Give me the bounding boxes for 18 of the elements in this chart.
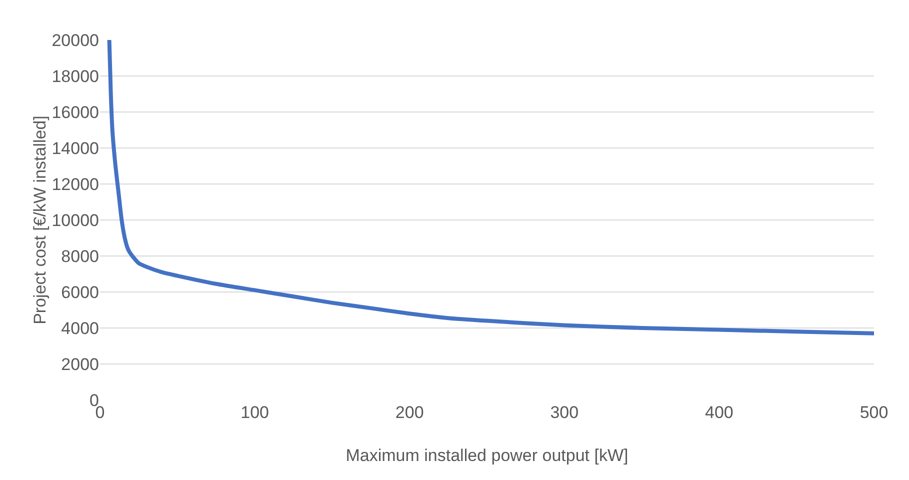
x-tick-label: 100 [240, 403, 269, 422]
y-tick-label: 18000 [52, 66, 99, 86]
y-axis-title: Project cost [€/kW installed] [30, 116, 50, 324]
y-tick-label: 10000 [52, 210, 99, 230]
y-tick-label: 2000 [61, 354, 99, 374]
y-tick-label: 4000 [61, 318, 99, 338]
y-tick-label: 14000 [52, 138, 99, 158]
y-tick-label: 12000 [52, 174, 99, 194]
x-tick-label: 200 [395, 403, 424, 422]
x-axis-title: Maximum installed power output [kW] [346, 446, 628, 465]
y-tick-label: 16000 [52, 102, 99, 122]
y-tick-label: 20000 [52, 30, 99, 50]
line-series [107, 40, 874, 336]
x-tick-label: 300 [550, 403, 579, 422]
y-tick-label: 6000 [61, 282, 99, 302]
y-tick-label: 8000 [61, 246, 99, 266]
x-tick-label: 500 [860, 403, 888, 422]
x-tick-label: 400 [705, 403, 734, 422]
